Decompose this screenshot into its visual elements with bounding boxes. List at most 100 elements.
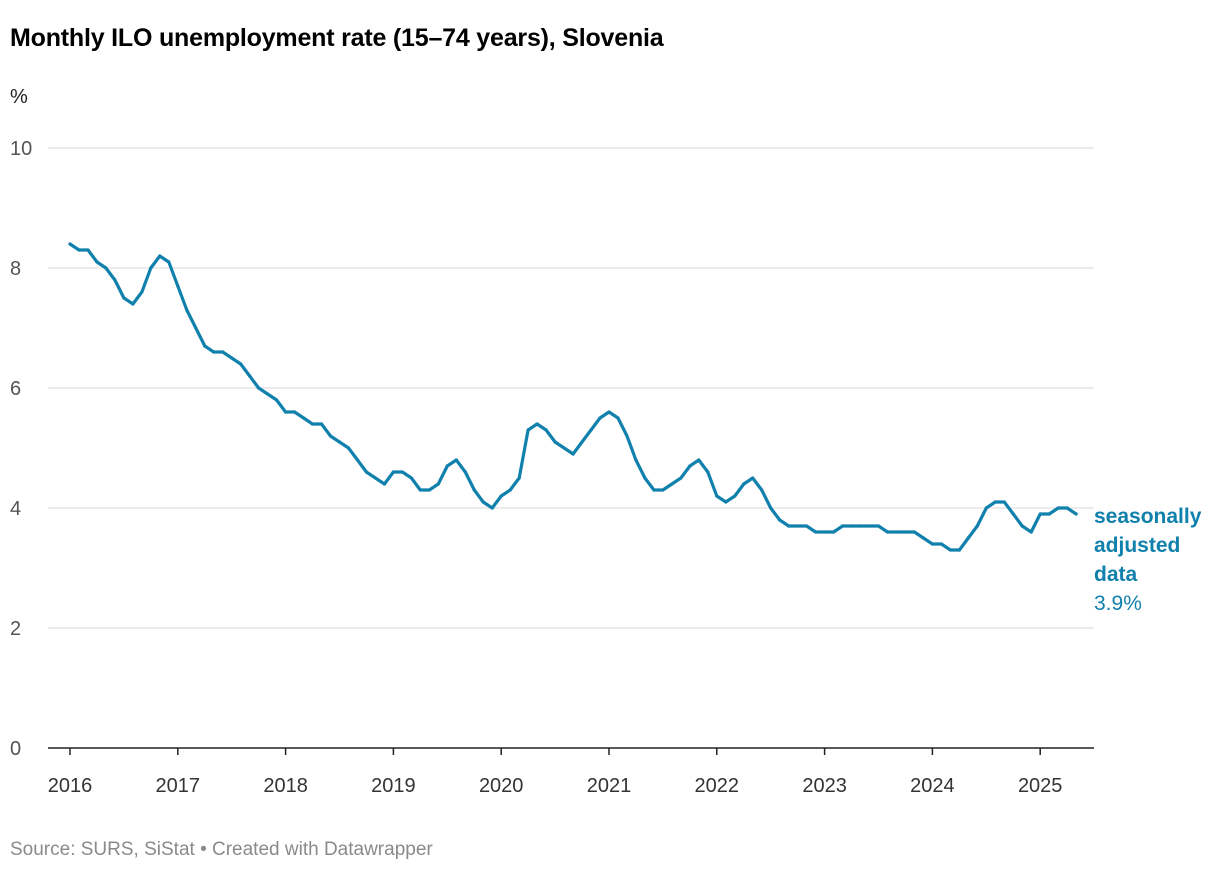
data-point — [526, 428, 530, 432]
x-tick-label-2021: 2021 — [587, 775, 632, 797]
data-point — [445, 464, 449, 468]
data-point — [176, 284, 180, 288]
data-point — [517, 476, 521, 480]
data-point — [481, 500, 485, 504]
data-point — [553, 440, 557, 444]
data-point — [86, 248, 90, 252]
data-point — [903, 530, 908, 534]
data-point — [769, 506, 773, 510]
data-point — [625, 434, 629, 438]
data-point — [814, 530, 818, 534]
data-point — [1038, 512, 1042, 516]
data-point — [248, 374, 252, 378]
data-point — [1020, 524, 1024, 528]
x-tick-label-2023: 2023 — [802, 775, 847, 797]
y-tick-label-2: 2 — [10, 618, 21, 640]
data-point — [975, 524, 979, 528]
data-point — [266, 392, 270, 396]
data-point — [841, 524, 845, 528]
data-point — [993, 500, 997, 504]
data-point — [724, 500, 728, 504]
data-point — [221, 350, 225, 354]
data-point — [194, 326, 198, 330]
data-point — [751, 476, 755, 480]
data-point — [670, 482, 674, 486]
data-point — [1074, 512, 1078, 516]
data-point — [310, 422, 315, 426]
x-tick-label-2019: 2019 — [371, 775, 416, 797]
data-point — [302, 416, 306, 420]
data-point — [454, 458, 458, 462]
data-point — [571, 452, 575, 456]
data-point — [760, 488, 764, 492]
x-tick-label-2017: 2017 — [156, 775, 201, 797]
data-point — [400, 470, 404, 474]
data-point — [697, 458, 701, 462]
data-point — [355, 458, 360, 462]
data-point — [104, 266, 108, 270]
data-point — [742, 482, 746, 486]
data-point — [948, 548, 953, 552]
data-point — [328, 434, 333, 438]
data-point — [409, 476, 413, 480]
data-point — [921, 536, 926, 540]
data-point — [849, 524, 854, 528]
data-point — [562, 446, 566, 450]
data-point — [346, 446, 351, 450]
data-point — [149, 266, 153, 270]
y-tick-label-10: 10 — [10, 138, 32, 160]
data-point — [957, 548, 962, 552]
data-point — [787, 524, 791, 528]
data-point — [284, 410, 288, 414]
data-point — [373, 476, 377, 480]
data-point — [733, 494, 737, 498]
data-point — [858, 524, 863, 528]
data-point — [607, 410, 611, 414]
data-point — [95, 260, 99, 264]
data-point — [1047, 512, 1051, 516]
data-point — [912, 530, 917, 534]
data-point — [643, 476, 647, 480]
data-point — [391, 470, 395, 474]
series-line-0 — [68, 242, 1078, 552]
data-point — [796, 524, 800, 528]
data-point — [885, 530, 890, 534]
data-point — [867, 524, 872, 528]
data-point — [805, 524, 809, 528]
data-point — [364, 470, 368, 474]
data-point — [490, 506, 494, 510]
data-point — [1029, 530, 1033, 534]
data-point — [131, 302, 135, 306]
data-point — [876, 524, 881, 528]
data-point — [634, 458, 638, 462]
y-tick-label-0: 0 — [10, 738, 21, 760]
data-point — [652, 488, 656, 492]
data-point — [930, 542, 935, 546]
x-tick-label-2016: 2016 — [48, 775, 93, 797]
x-tick-label-2022: 2022 — [695, 775, 740, 797]
data-point — [427, 488, 431, 492]
data-point — [203, 344, 207, 348]
series-label-line-1: adjusted — [1094, 534, 1180, 557]
data-point — [661, 488, 665, 492]
data-point — [778, 518, 782, 522]
data-point — [706, 470, 710, 474]
data-point — [589, 428, 593, 432]
x-axis: 2016 2017 2018 2019 2020 2021 2022 2023 2024 2025 — [48, 747, 1094, 797]
data-point — [319, 422, 324, 426]
data-point — [418, 488, 422, 492]
data-point — [436, 482, 440, 486]
data-point — [212, 350, 216, 354]
data-point — [68, 242, 72, 246]
series-labels: seasonally adjusted data 3.9% — [1094, 505, 1202, 615]
data-point — [1056, 506, 1060, 510]
data-point — [1011, 512, 1015, 516]
data-point — [984, 506, 988, 510]
data-point — [544, 428, 548, 432]
data-point — [463, 470, 467, 474]
source-note: Source: SURS, SiStat • Created with Data… — [10, 839, 433, 860]
data-point — [508, 488, 512, 492]
gridlines — [48, 147, 1094, 629]
series-label-line-2: data — [1094, 563, 1138, 586]
